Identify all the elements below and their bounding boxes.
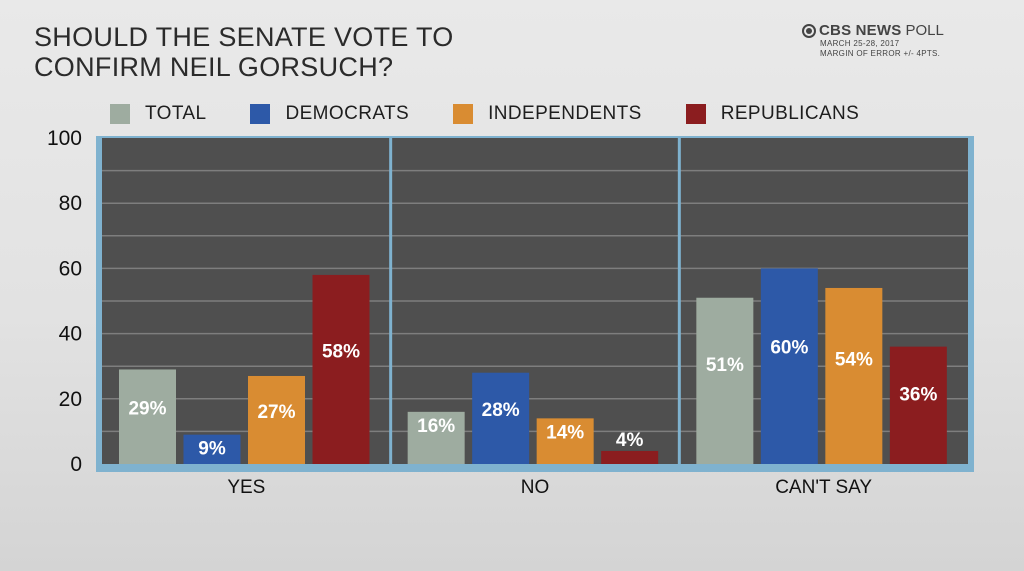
legend-swatch-independents	[453, 104, 474, 124]
title-line-1: SHOULD THE SENATE VOTE TO	[34, 22, 454, 52]
bar-value-label: 4%	[616, 430, 644, 451]
bar-value-label: 27%	[257, 402, 295, 423]
bar-value-label: 54%	[835, 349, 873, 370]
legend-item-total: TOTAL	[110, 103, 206, 125]
legend-label-total: TOTAL	[145, 103, 207, 124]
legend-swatch-republicans	[685, 104, 706, 124]
legend-item-republicans: REPUBLICANS	[685, 103, 860, 125]
bar	[825, 287, 883, 464]
x-category-label: CAN'T SAY	[775, 477, 872, 498]
brand-block: CBS NEWS POLL MARCH 25-28, 2017 MARGIN O…	[802, 22, 1012, 59]
legend: TOTAL DEMOCRATS INDEPENDENTS REPUBLICANS	[110, 103, 903, 125]
bar-value-label: 16%	[417, 416, 455, 437]
bar-value-label: 9%	[198, 439, 226, 460]
bar	[312, 274, 370, 464]
bar	[696, 297, 754, 464]
y-tick-label: 60	[59, 257, 82, 280]
bar	[248, 375, 305, 464]
bar-value-label: 28%	[482, 400, 520, 421]
bar	[889, 346, 947, 464]
y-tick-label: 20	[59, 388, 82, 411]
bar-value-label: 51%	[706, 355, 744, 376]
bar	[601, 450, 659, 464]
margin-of-error: MARGIN OF ERROR +/- 4PTS.	[820, 49, 941, 58]
bar	[536, 418, 594, 464]
x-category-label: NO	[521, 477, 550, 498]
legend-label-republicans: REPUBLICANS	[720, 103, 860, 124]
bar-value-label: 60%	[770, 338, 808, 359]
legend-swatch-democrats	[250, 104, 271, 124]
bar-value-label: 36%	[899, 385, 937, 406]
bar	[472, 372, 530, 464]
legend-label-democrats: DEMOCRATS	[285, 103, 410, 124]
y-tick-label: 80	[59, 192, 82, 215]
bar-value-label: 58%	[322, 342, 360, 363]
y-tick-label: 0	[70, 453, 82, 476]
bar	[760, 268, 818, 464]
legend-label-independents: INDEPENDENTS	[488, 103, 642, 124]
legend-item-independents: INDEPENDENTS	[453, 103, 642, 125]
x-category-label: YES	[227, 477, 265, 498]
bar	[183, 434, 241, 464]
poll-date: MARCH 25-28, 2017	[820, 39, 900, 48]
y-tick-label: 100	[47, 127, 82, 150]
bar	[119, 369, 176, 464]
title-line-2: CONFIRM NEIL GORSUCH?	[34, 52, 394, 82]
chart-title: SHOULD THE SENATE VOTE TO CONFIRM NEIL G…	[34, 22, 594, 82]
bar-value-label: 29%	[128, 398, 166, 419]
brand-poll: POLL	[905, 22, 944, 39]
bar-value-label: 14%	[546, 422, 584, 443]
cbs-eye-icon	[802, 23, 816, 38]
y-tick-label: 40	[59, 323, 82, 346]
legend-item-democrats: DEMOCRATS	[250, 103, 409, 125]
bar	[407, 411, 465, 464]
legend-swatch-total	[110, 104, 130, 124]
brand-name: CBS NEWS	[819, 22, 902, 39]
